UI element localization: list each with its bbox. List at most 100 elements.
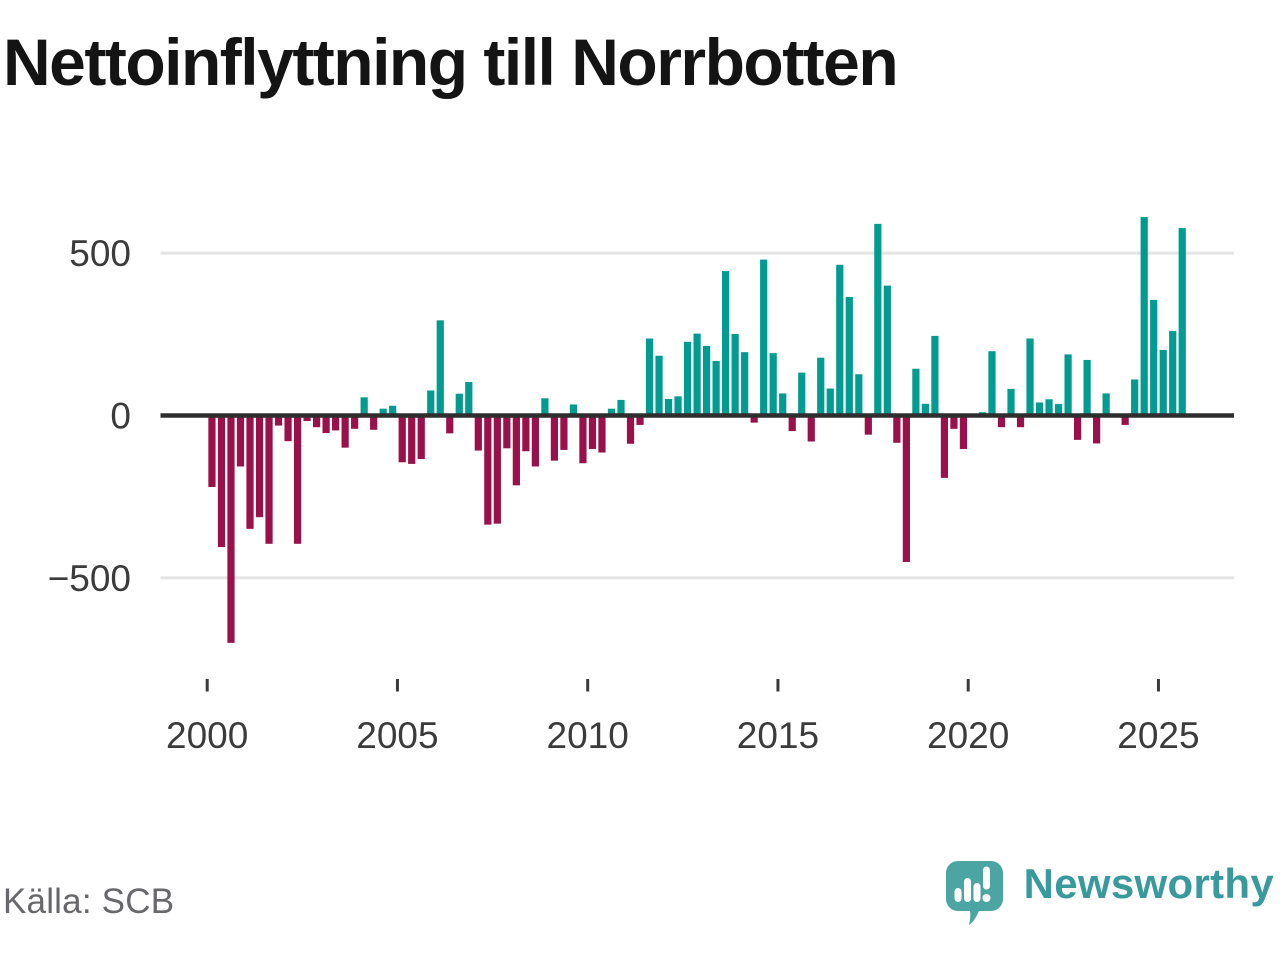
bar-2009Q4 <box>579 415 587 464</box>
bar-2003Q2 <box>332 415 340 431</box>
bar-2010Q1 <box>588 415 597 449</box>
bar-2021Q4 <box>1035 402 1044 416</box>
bar-2008Q1 <box>512 415 520 486</box>
bar-2018Q3 <box>912 368 920 416</box>
bar-2002Q1 <box>284 415 292 442</box>
x-axis-tick-label: 2005 <box>356 715 438 756</box>
bar-2005Q1 <box>398 415 406 463</box>
bar-2006Q3 <box>455 393 463 416</box>
bar-2017Q4 <box>883 285 891 416</box>
bar-2013Q3 <box>722 270 730 416</box>
bar-2025Q1 <box>1159 349 1167 416</box>
bar-2020Q3 <box>988 351 996 416</box>
bar-2018Q1 <box>893 415 901 443</box>
bar-2000Q1 <box>208 415 216 487</box>
bar-2011Q4 <box>655 355 663 416</box>
bar-2016Q4 <box>845 296 853 416</box>
bar-2012Q3 <box>683 341 692 416</box>
bar-2003Q3 <box>341 415 349 448</box>
bar-2000Q4 <box>236 415 245 467</box>
bar-2004Q3 <box>379 408 387 416</box>
bar-2007Q3 <box>493 415 501 524</box>
bar-2011Q2 <box>636 415 644 425</box>
bar-2016Q1 <box>817 357 825 416</box>
bar-2016Q3 <box>836 264 844 416</box>
bar-2019Q1 <box>931 335 939 416</box>
y-axis-tick-label: −500 <box>48 558 131 599</box>
logo-exclamation-bar <box>982 866 990 890</box>
bar-2008Q2 <box>522 415 530 452</box>
bar-2010Q3 <box>607 408 616 416</box>
bar-2024Q3 <box>1140 217 1148 416</box>
bar-2010Q2 <box>598 415 606 453</box>
bar-2023Q2 <box>1093 415 1101 444</box>
bar-2019Q2 <box>940 415 949 478</box>
bar-2012Q1 <box>664 398 673 416</box>
bar-2020Q4 <box>997 415 1006 428</box>
bar-2005Q3 <box>417 415 425 460</box>
bar-2013Q1 <box>703 345 711 416</box>
bar-2021Q1 <box>1007 388 1015 416</box>
bar-2000Q3 <box>227 415 235 643</box>
bar-2024Q4 <box>1150 299 1158 416</box>
bar-2017Q1 <box>855 374 863 416</box>
bar-2011Q1 <box>626 415 635 444</box>
bar-2015Q2 <box>788 415 796 432</box>
bar-2005Q2 <box>408 415 416 464</box>
bar-2002Q2 <box>293 415 302 544</box>
bar-2012Q2 <box>674 396 682 416</box>
logo-bar-1 <box>954 888 962 902</box>
bar-2009Q3 <box>569 404 578 416</box>
bar-2015Q1 <box>779 393 787 416</box>
bar-2023Q1 <box>1083 359 1091 416</box>
bar-2011Q3 <box>645 338 654 416</box>
bar-2014Q4 <box>769 353 777 416</box>
bar-2016Q2 <box>826 388 834 416</box>
bar-2021Q2 <box>1016 415 1025 428</box>
y-axis-tick-label: 0 <box>110 396 131 437</box>
logo-bar-3 <box>973 883 981 902</box>
bar-2015Q3 <box>798 372 806 416</box>
bar-2018Q4 <box>921 403 929 416</box>
bar-2014Q1 <box>741 352 749 416</box>
x-axis-tick-label: 2010 <box>547 715 629 756</box>
newsworthy-logo: Newsworthy <box>945 861 1274 926</box>
bar-2001Q2 <box>255 415 264 518</box>
bar-2004Q2 <box>370 415 378 430</box>
bar-2025Q2 <box>1169 331 1177 416</box>
bar-2013Q2 <box>712 360 720 416</box>
bar-2022Q4 <box>1073 415 1082 440</box>
bar-2007Q4 <box>503 415 511 449</box>
bar-2001Q4 <box>274 415 283 426</box>
bar-2002Q3 <box>303 415 311 422</box>
bar-2001Q3 <box>265 415 273 544</box>
bar-2018Q2 <box>902 415 910 562</box>
bar-2002Q4 <box>312 415 321 428</box>
bar-2014Q2 <box>750 415 758 423</box>
bar-2022Q1 <box>1045 399 1053 416</box>
bar-2025Q3 <box>1178 228 1186 416</box>
bar-2000Q2 <box>217 415 226 548</box>
bar-2005Q4 <box>427 390 435 416</box>
bar-2024Q1 <box>1121 415 1129 425</box>
bar-2009Q1 <box>550 415 559 461</box>
bar-2008Q3 <box>531 415 539 467</box>
bar-2013Q4 <box>731 333 739 416</box>
logo-exclamation-dot <box>982 894 991 902</box>
bar-2019Q4 <box>959 415 968 449</box>
bar-2001Q1 <box>246 415 254 529</box>
chart-title: Nettoinflyttning till Norrbotten <box>3 25 899 99</box>
bar-2021Q3 <box>1026 338 1034 416</box>
bar-2017Q2 <box>864 415 872 435</box>
logo-bar-2 <box>963 878 971 902</box>
bar-2022Q2 <box>1054 404 1063 416</box>
bar-2003Q1 <box>322 415 330 434</box>
bar-2022Q3 <box>1064 354 1072 416</box>
bar-2012Q4 <box>693 333 701 416</box>
x-axis-tick-label: 2020 <box>927 715 1009 756</box>
bar-2008Q4 <box>541 398 549 416</box>
x-axis-tick-label: 2000 <box>166 715 248 756</box>
source-note: Källa: SCB <box>3 882 175 921</box>
bar-2007Q2 <box>484 415 492 525</box>
